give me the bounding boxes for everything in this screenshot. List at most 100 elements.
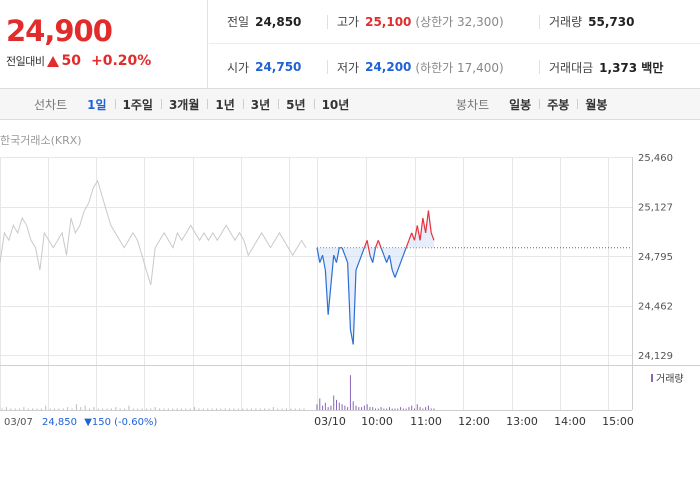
prev-day-change: ▼150 (-0.60%) — [84, 417, 157, 428]
stat-value: 24,750 — [255, 60, 302, 74]
line-segment-down — [321, 255, 326, 271]
current-price-block: 24,900 전일대비 50 +0.20% — [0, 0, 208, 89]
line-segment-down — [369, 254, 374, 263]
stat-trade-amount: 거래대금 1,373 백만 — [549, 45, 663, 89]
stat-label: 전일 — [227, 15, 250, 29]
area-fill — [356, 247, 359, 271]
volume-bars — [1, 375, 435, 410]
line-segment-down — [394, 269, 399, 278]
data-source-label: 한국거래소(KRX) — [0, 134, 82, 147]
x-axis-ticks: 03/10 10:00 11:00 12:00 13:00 14:00 15:00 — [314, 415, 634, 428]
change-row: 전일대비 50 +0.20% — [6, 53, 151, 69]
area-fill — [395, 247, 398, 278]
line-segment-down — [400, 254, 404, 263]
stat-prev-close: 전일 24,850 — [227, 0, 301, 44]
tab-1y[interactable]: 1년 — [207, 96, 242, 113]
change-percent: +0.20% — [90, 53, 152, 69]
y-tick-label: 24,795 — [638, 252, 673, 263]
prev-day-info: 03/07 24,850 ▼150 (-0.60%) — [4, 417, 157, 428]
stat-value: 25,100 — [365, 14, 412, 29]
line-segment-down — [386, 254, 390, 263]
y-tick-label: 24,129 — [638, 351, 673, 362]
divider — [327, 60, 328, 74]
line-segment-down — [355, 262, 360, 271]
stat-label: 거래대금 — [549, 60, 594, 75]
tab-3y[interactable]: 3년 — [242, 96, 278, 113]
line-segment-down — [380, 247, 385, 256]
line-chart-title: 선차트 — [34, 97, 68, 112]
line-segment-up — [363, 240, 368, 248]
line-segment-down — [341, 247, 346, 256]
y-tick-label: 25,127 — [638, 203, 673, 214]
stat-label: 고가 — [337, 15, 360, 29]
line-segment-down — [316, 247, 321, 263]
x-tick-label: 03/10 — [314, 415, 346, 428]
stat-label: 시가 — [227, 60, 250, 75]
stat-volume: 거래량 55,730 — [549, 0, 634, 44]
stats-row-2: 시가 24,750 저가 24,200 (하한가 17,400) 거래대금 1,… — [209, 45, 700, 89]
area-fill — [386, 247, 390, 263]
line-chart-tabs: 선차트 1일 1주일 3개월 1년 3년 5년 10년 — [34, 89, 357, 119]
line-segment-up — [405, 240, 410, 248]
line-segment-up — [416, 225, 421, 241]
stat-value: 24,200 — [365, 60, 412, 74]
line-segment-up — [411, 232, 416, 241]
tab-1d[interactable]: 1일 — [87, 97, 107, 112]
stat-value: 55,730 — [588, 14, 635, 29]
area-fill — [383, 247, 387, 263]
line-segment-down — [383, 254, 388, 263]
tab-5y[interactable]: 5년 — [278, 96, 313, 113]
line-segment-up — [377, 240, 382, 248]
line-segment-up — [422, 217, 427, 233]
today-line-layer — [316, 210, 435, 345]
stat-value: 24,850 — [255, 14, 302, 29]
line-segment-up — [425, 210, 430, 233]
line-segment-down — [352, 270, 357, 345]
up-triangle-icon — [47, 55, 60, 67]
lower-limit: (하한가 17,400) — [415, 60, 504, 75]
current-price: 24,900 — [6, 14, 113, 48]
y-axis-ticks: 25,460 25,127 24,795 24,462 24,129 — [638, 153, 673, 362]
stats-row-1: 전일 24,850 고가 25,100 (상한가 32,300) 거래량 55,… — [209, 0, 700, 44]
change-value: 50 — [61, 53, 81, 69]
line-segment-up — [430, 232, 435, 241]
area-fill — [350, 247, 354, 345]
divider — [327, 15, 328, 29]
area-fill — [392, 247, 395, 278]
area-fill — [333, 247, 337, 263]
y-tick-label: 25,460 — [638, 153, 673, 164]
upper-limit: (상한가 32,300) — [415, 15, 504, 29]
tab-10y[interactable]: 10년 — [313, 96, 358, 113]
stock-summary: 24,900 전일대비 50 +0.20% 전일 24,850 고가 25,10… — [0, 0, 700, 89]
tab-1w[interactable]: 1주일 — [114, 96, 161, 113]
tab-monthly[interactable]: 월봉 — [577, 96, 615, 113]
previous-day-line — [0, 179, 307, 286]
line-segment-down — [333, 254, 338, 263]
x-tick-label: 15:00 — [602, 415, 634, 428]
x-tick-label: 11:00 — [410, 415, 442, 428]
area-fill — [358, 247, 362, 263]
tab-3m[interactable]: 3개월 — [160, 96, 207, 113]
area-fill — [422, 217, 426, 248]
x-tick-label: 10:00 — [361, 415, 393, 428]
intraday-price-chart[interactable]: 25,460 25,127 24,795 24,462 24,129 03/10 10:0… — [0, 148, 700, 430]
chart-grid — [0, 157, 700, 411]
area-fill — [319, 247, 323, 263]
volume-legend-swatch — [651, 374, 653, 382]
line-segment-up — [366, 240, 371, 256]
chart-tab-bar: 선차트 1일 1주일 3개월 1년 3년 5년 10년 봉차트 일봉 주봉 월봉 — [0, 89, 700, 120]
tab-weekly[interactable]: 주봉 — [539, 96, 577, 113]
line-segment-down — [335, 247, 340, 263]
area-fill — [431, 232, 434, 248]
prev-line-layer — [0, 179, 307, 286]
line-segment-down — [402, 247, 407, 256]
area-fill — [408, 232, 412, 248]
line-segment-up — [419, 217, 424, 241]
prev-day-price: 24,850 — [42, 417, 77, 428]
tab-daily[interactable]: 일봉 — [509, 97, 532, 112]
line-segment-down — [324, 270, 329, 315]
line-segment-down — [397, 262, 402, 271]
volume-legend: 거래량 — [656, 373, 684, 385]
line-segment-down — [361, 247, 365, 256]
change-label: 전일대비 — [6, 55, 45, 68]
